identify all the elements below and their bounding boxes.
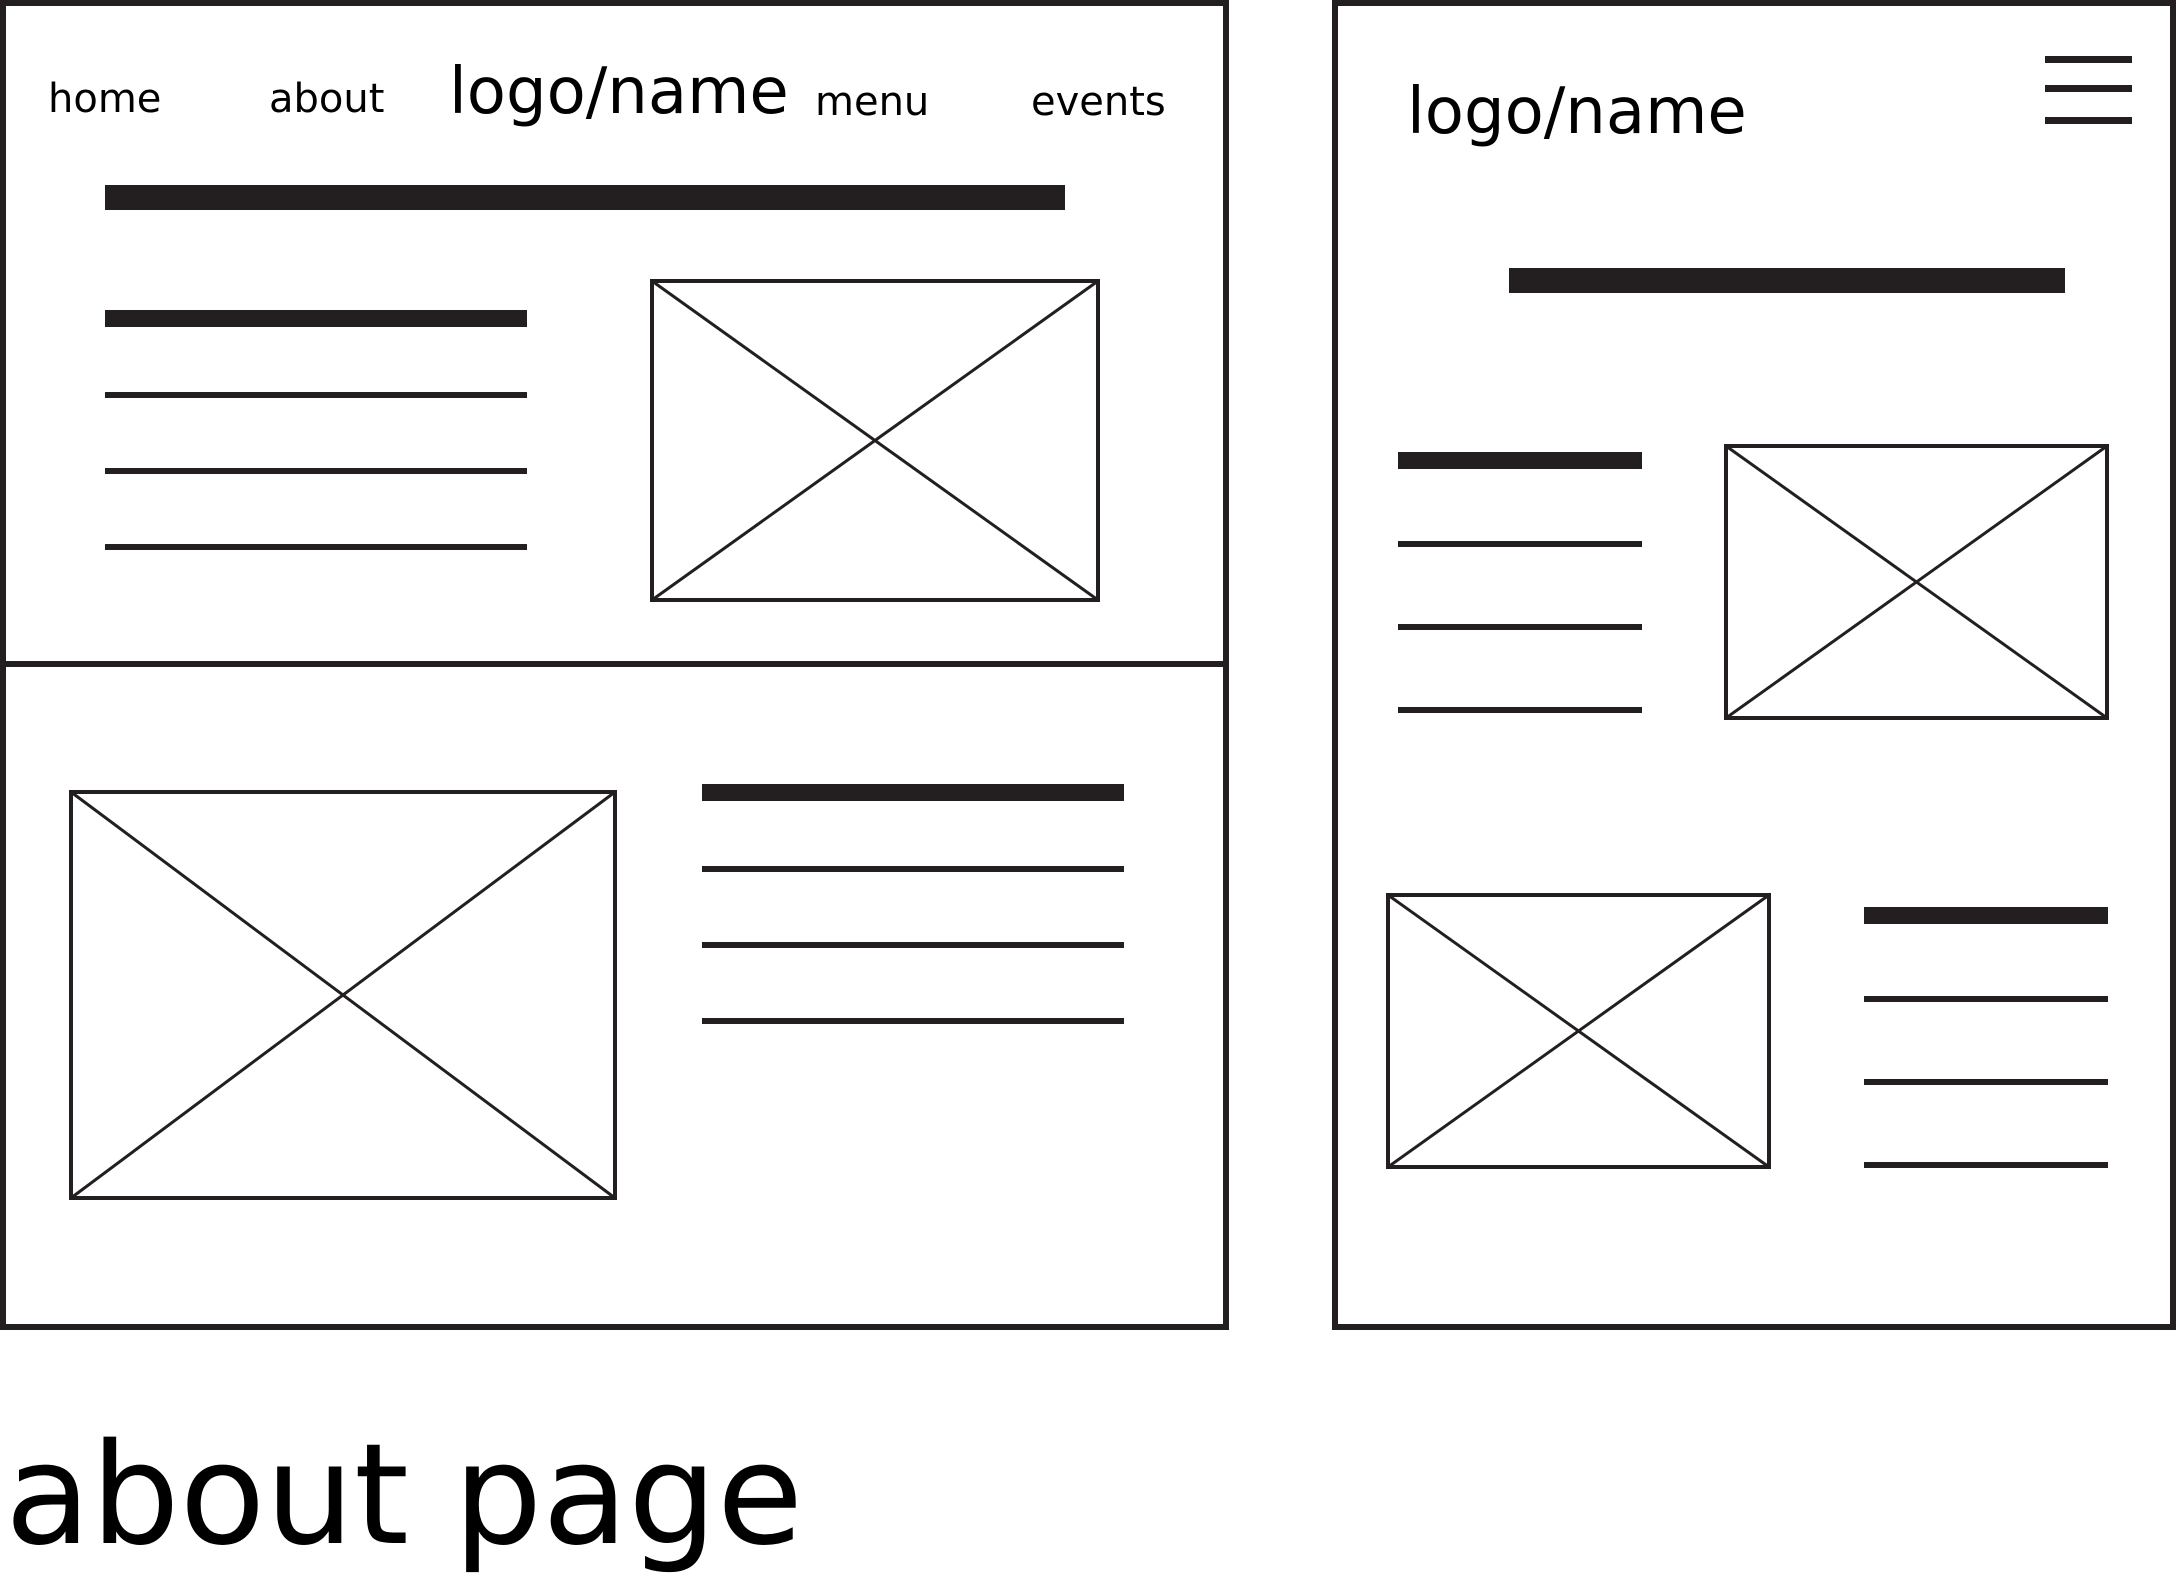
mobile-section2-subheading-placeholder — [1864, 907, 2108, 924]
hamburger-menu-icon[interactable] — [2045, 56, 2132, 128]
mobile-section1-image-placeholder — [1724, 444, 2109, 720]
desktop-section-divider — [0, 661, 1229, 667]
desktop-section2-subheading-placeholder — [702, 784, 1124, 801]
mobile-heading-placeholder — [1509, 268, 2065, 293]
hamburger-line — [2045, 85, 2132, 92]
nav-link-events[interactable]: events — [1031, 79, 1166, 125]
mobile-section2-text-line — [1864, 1162, 2108, 1168]
desktop-section2-image-placeholder — [69, 790, 617, 1200]
mobile-section2-text-line — [1864, 1079, 2108, 1085]
mobile-section2-text-line — [1864, 996, 2108, 1002]
desktop-section1-text-line — [105, 468, 527, 474]
nav-link-about[interactable]: about — [269, 76, 385, 122]
hamburger-line — [2045, 56, 2132, 63]
desktop-section1-text-line — [105, 392, 527, 398]
mobile-section1-subheading-placeholder — [1398, 452, 1642, 469]
mobile-section1-text-line — [1398, 707, 1642, 713]
desktop-section2-text-line — [702, 1018, 1124, 1024]
desktop-section2-text-line — [702, 866, 1124, 872]
mobile-logo[interactable]: logo/name — [1407, 75, 1747, 149]
mobile-section2-image-placeholder — [1386, 893, 1771, 1169]
mobile-section1-text-line — [1398, 624, 1642, 630]
nav-link-menu[interactable]: menu — [815, 79, 930, 125]
mobile-section1-text-line — [1398, 541, 1642, 547]
hamburger-line — [2045, 117, 2132, 124]
desktop-section1-text-line — [105, 544, 527, 550]
desktop-section2-text-line — [702, 942, 1124, 948]
nav-link-home[interactable]: home — [48, 76, 162, 122]
desktop-section1-subheading-placeholder — [105, 310, 527, 327]
desktop-logo[interactable]: logo/name — [449, 55, 789, 129]
desktop-heading-placeholder — [105, 185, 1065, 210]
page-caption: about page — [5, 1414, 804, 1577]
desktop-section1-image-placeholder — [650, 279, 1100, 602]
